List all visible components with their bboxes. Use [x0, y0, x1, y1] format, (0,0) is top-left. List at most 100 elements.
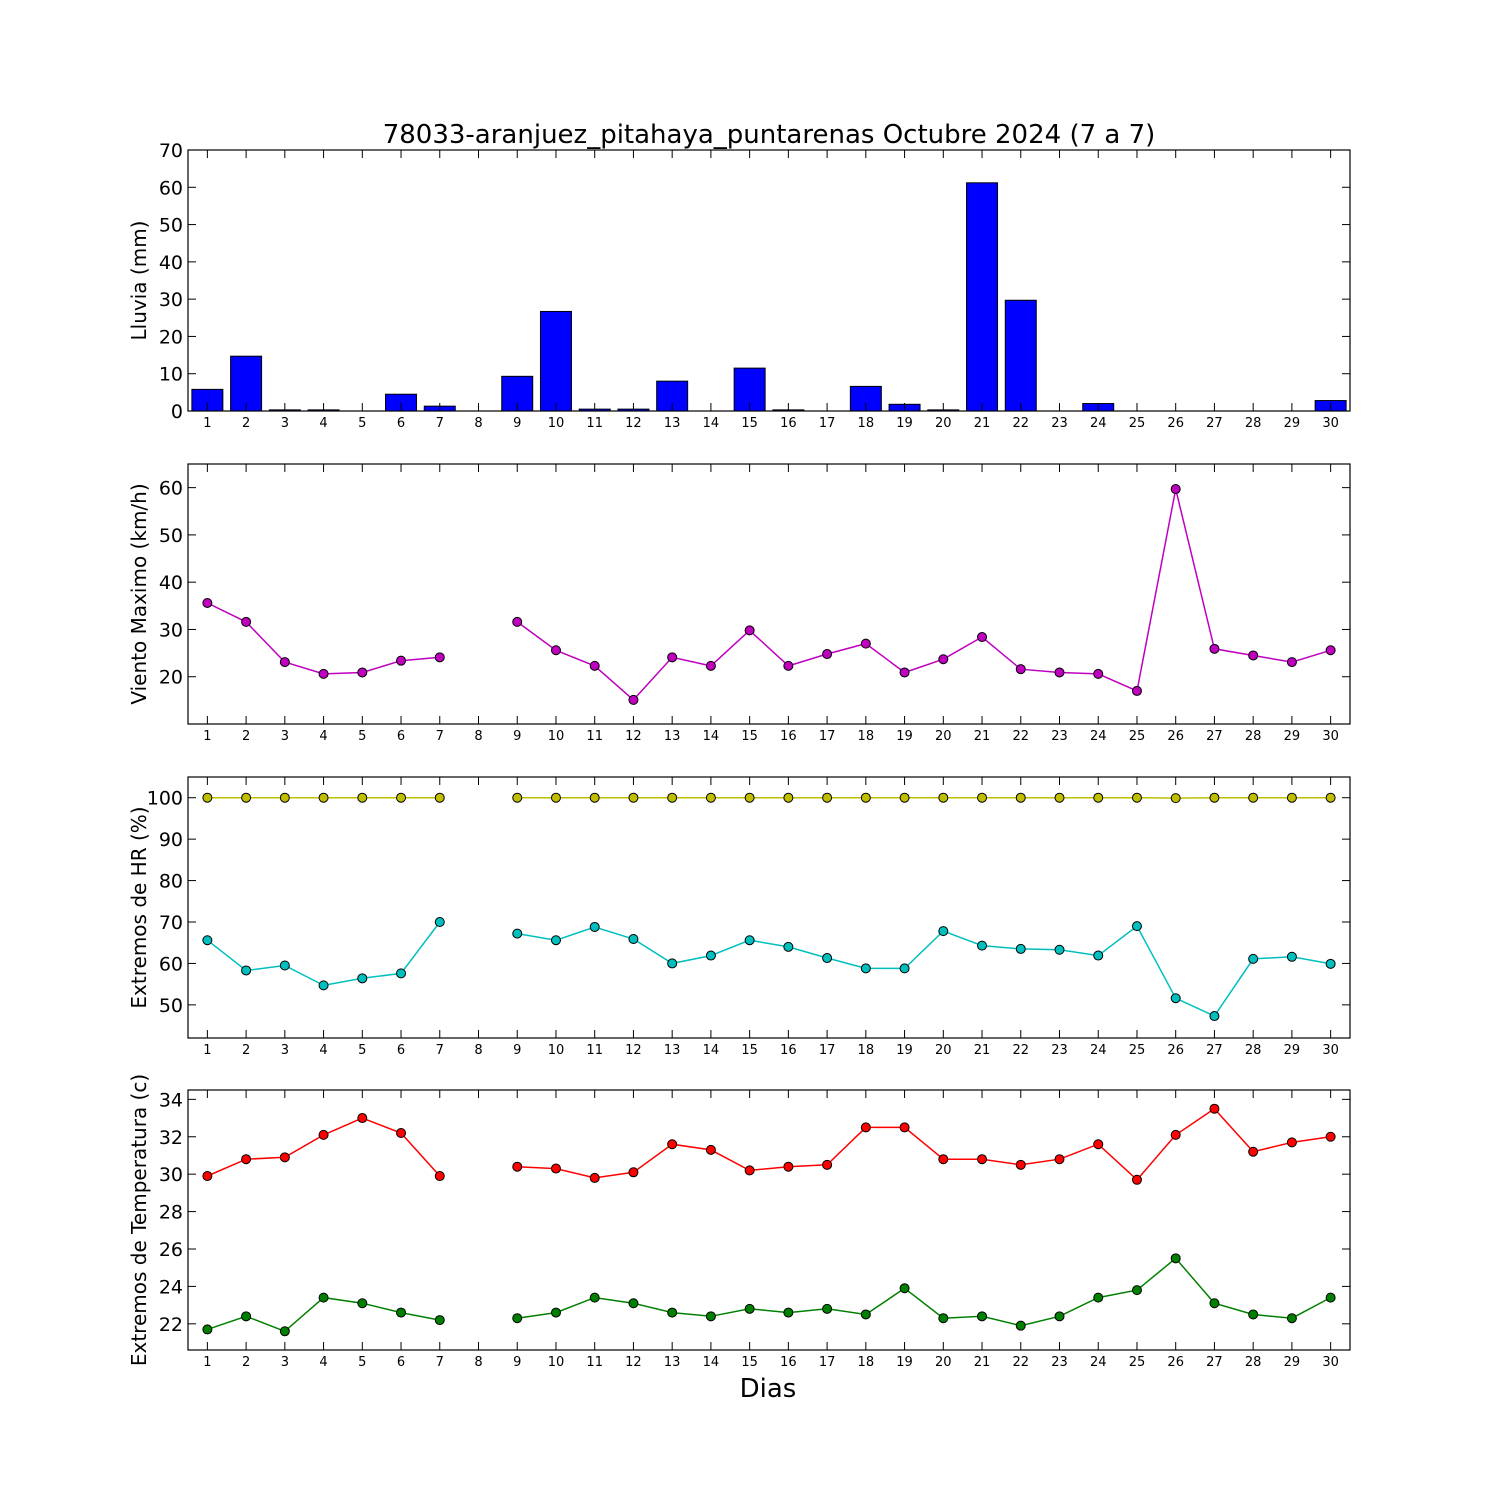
x-tick-label: 12 [625, 1355, 642, 1370]
wind-point [589, 660, 600, 671]
x-tick-label: 6 [397, 1043, 405, 1058]
t_max-point [1093, 1139, 1104, 1150]
hr_min-point [628, 933, 639, 944]
x-tick-label: 21 [974, 729, 991, 744]
x-tick-label: 29 [1284, 1043, 1301, 1058]
y-tick-label: 24 [159, 1276, 183, 1298]
hr_max-point [938, 792, 949, 803]
wind-point [1015, 664, 1026, 675]
t_min-point [202, 1324, 213, 1335]
x-tick-label: 17 [819, 416, 836, 431]
t_max-point [1015, 1159, 1026, 1170]
t_min-point [589, 1292, 600, 1303]
x-tick-label: 9 [513, 1355, 521, 1370]
x-tick-label: 29 [1284, 729, 1301, 744]
x-tick-label: 24 [1090, 1355, 1107, 1370]
t_max-point [318, 1129, 329, 1140]
t_min-point [512, 1313, 523, 1324]
t_max-point [783, 1161, 794, 1172]
hr_max-point [241, 792, 252, 803]
hr_max-point [318, 792, 329, 803]
x-tick-label: 2 [242, 1355, 250, 1370]
hr_min-point [860, 963, 871, 974]
t_max-point [512, 1161, 523, 1172]
rain-bar [539, 310, 572, 411]
t_max-point [202, 1171, 213, 1182]
x-tick-label: 15 [741, 1355, 758, 1370]
hr_max-point [705, 792, 716, 803]
t_max-point [744, 1165, 755, 1176]
x-tick-label: 23 [1051, 1355, 1068, 1370]
x-tick-label: 1 [203, 1043, 211, 1058]
y-tick-label: 90 [159, 829, 183, 851]
t_min-point [1209, 1298, 1220, 1309]
x-tick-label: 23 [1051, 1043, 1068, 1058]
x-tick-label: 19 [896, 1355, 913, 1370]
x-tick-label: 20 [935, 1043, 952, 1058]
t_min-point [1093, 1292, 1104, 1303]
t_min-point [744, 1303, 755, 1314]
x-tick-label: 3 [281, 729, 289, 744]
t_max-point [860, 1122, 871, 1133]
t_max-point [589, 1172, 600, 1183]
x-tick-label: 21 [974, 1355, 991, 1370]
hr_max-point [357, 792, 368, 803]
y-tick-label: 34 [159, 1089, 183, 1111]
x-tick-label: 7 [436, 1355, 444, 1370]
hr_min-point [977, 940, 988, 951]
t_min-point [705, 1311, 716, 1322]
rain-axes-frame [187, 149, 1351, 412]
x-tick-label: 10 [548, 1043, 565, 1058]
humidity-y-axis-label: Extremos de HR (%) [127, 806, 151, 1008]
x-tick-label: 24 [1090, 416, 1107, 431]
x-tick-label: 5 [358, 729, 366, 744]
hr_min-point [1286, 951, 1297, 962]
t_min-point [279, 1326, 290, 1337]
y-tick-label: 60 [159, 478, 183, 500]
hr_min-point [550, 935, 561, 946]
x-tick-label: 16 [780, 1355, 797, 1370]
x-tick-label: 24 [1090, 729, 1107, 744]
y-tick-label: 32 [159, 1127, 183, 1149]
wind-point [1209, 643, 1220, 654]
x-tick-label: 25 [1129, 729, 1146, 744]
temperature-marks [202, 1103, 1336, 1337]
x-tick-label: 24 [1090, 1043, 1107, 1058]
hr_max-point [667, 792, 678, 803]
hr_min-point [783, 941, 794, 952]
x-tick-label: 5 [358, 1043, 366, 1058]
hr_max-point [589, 792, 600, 803]
x-tick-label: 21 [974, 1043, 991, 1058]
x-tick-label: 25 [1129, 416, 1146, 431]
x-tick-label: 10 [548, 729, 565, 744]
wind-point [357, 667, 368, 678]
wind-point [1131, 685, 1142, 696]
hr_max-point [550, 792, 561, 803]
hr_min-point [1325, 958, 1336, 969]
t_min-line [517, 1257, 1331, 1327]
x-tick-label: 20 [935, 729, 952, 744]
wind-point [822, 649, 833, 660]
y-tick-label: 60 [159, 953, 183, 975]
hr_min-point [705, 950, 716, 961]
x-tick-label: 11 [586, 1043, 603, 1058]
x-tick-label: 1 [203, 1355, 211, 1370]
hr_min-point [1170, 993, 1181, 1004]
y-tick-label: 100 [147, 788, 183, 810]
x-tick-label: 8 [474, 416, 482, 431]
t_max-point [396, 1128, 407, 1139]
y-tick-label: 50 [159, 995, 183, 1017]
hr_max-point [1286, 792, 1297, 803]
x-tick-label: 25 [1129, 1043, 1146, 1058]
x-tick-label: 3 [281, 416, 289, 431]
x-tick-label: 15 [741, 416, 758, 431]
wind-point [1325, 645, 1336, 656]
rain-bar [1004, 299, 1037, 411]
t_min-point [783, 1307, 794, 1318]
wind-point [318, 668, 329, 679]
x-tick-label: 11 [586, 416, 603, 431]
t_max-point [705, 1144, 716, 1155]
x-tick-label: 5 [358, 1355, 366, 1370]
